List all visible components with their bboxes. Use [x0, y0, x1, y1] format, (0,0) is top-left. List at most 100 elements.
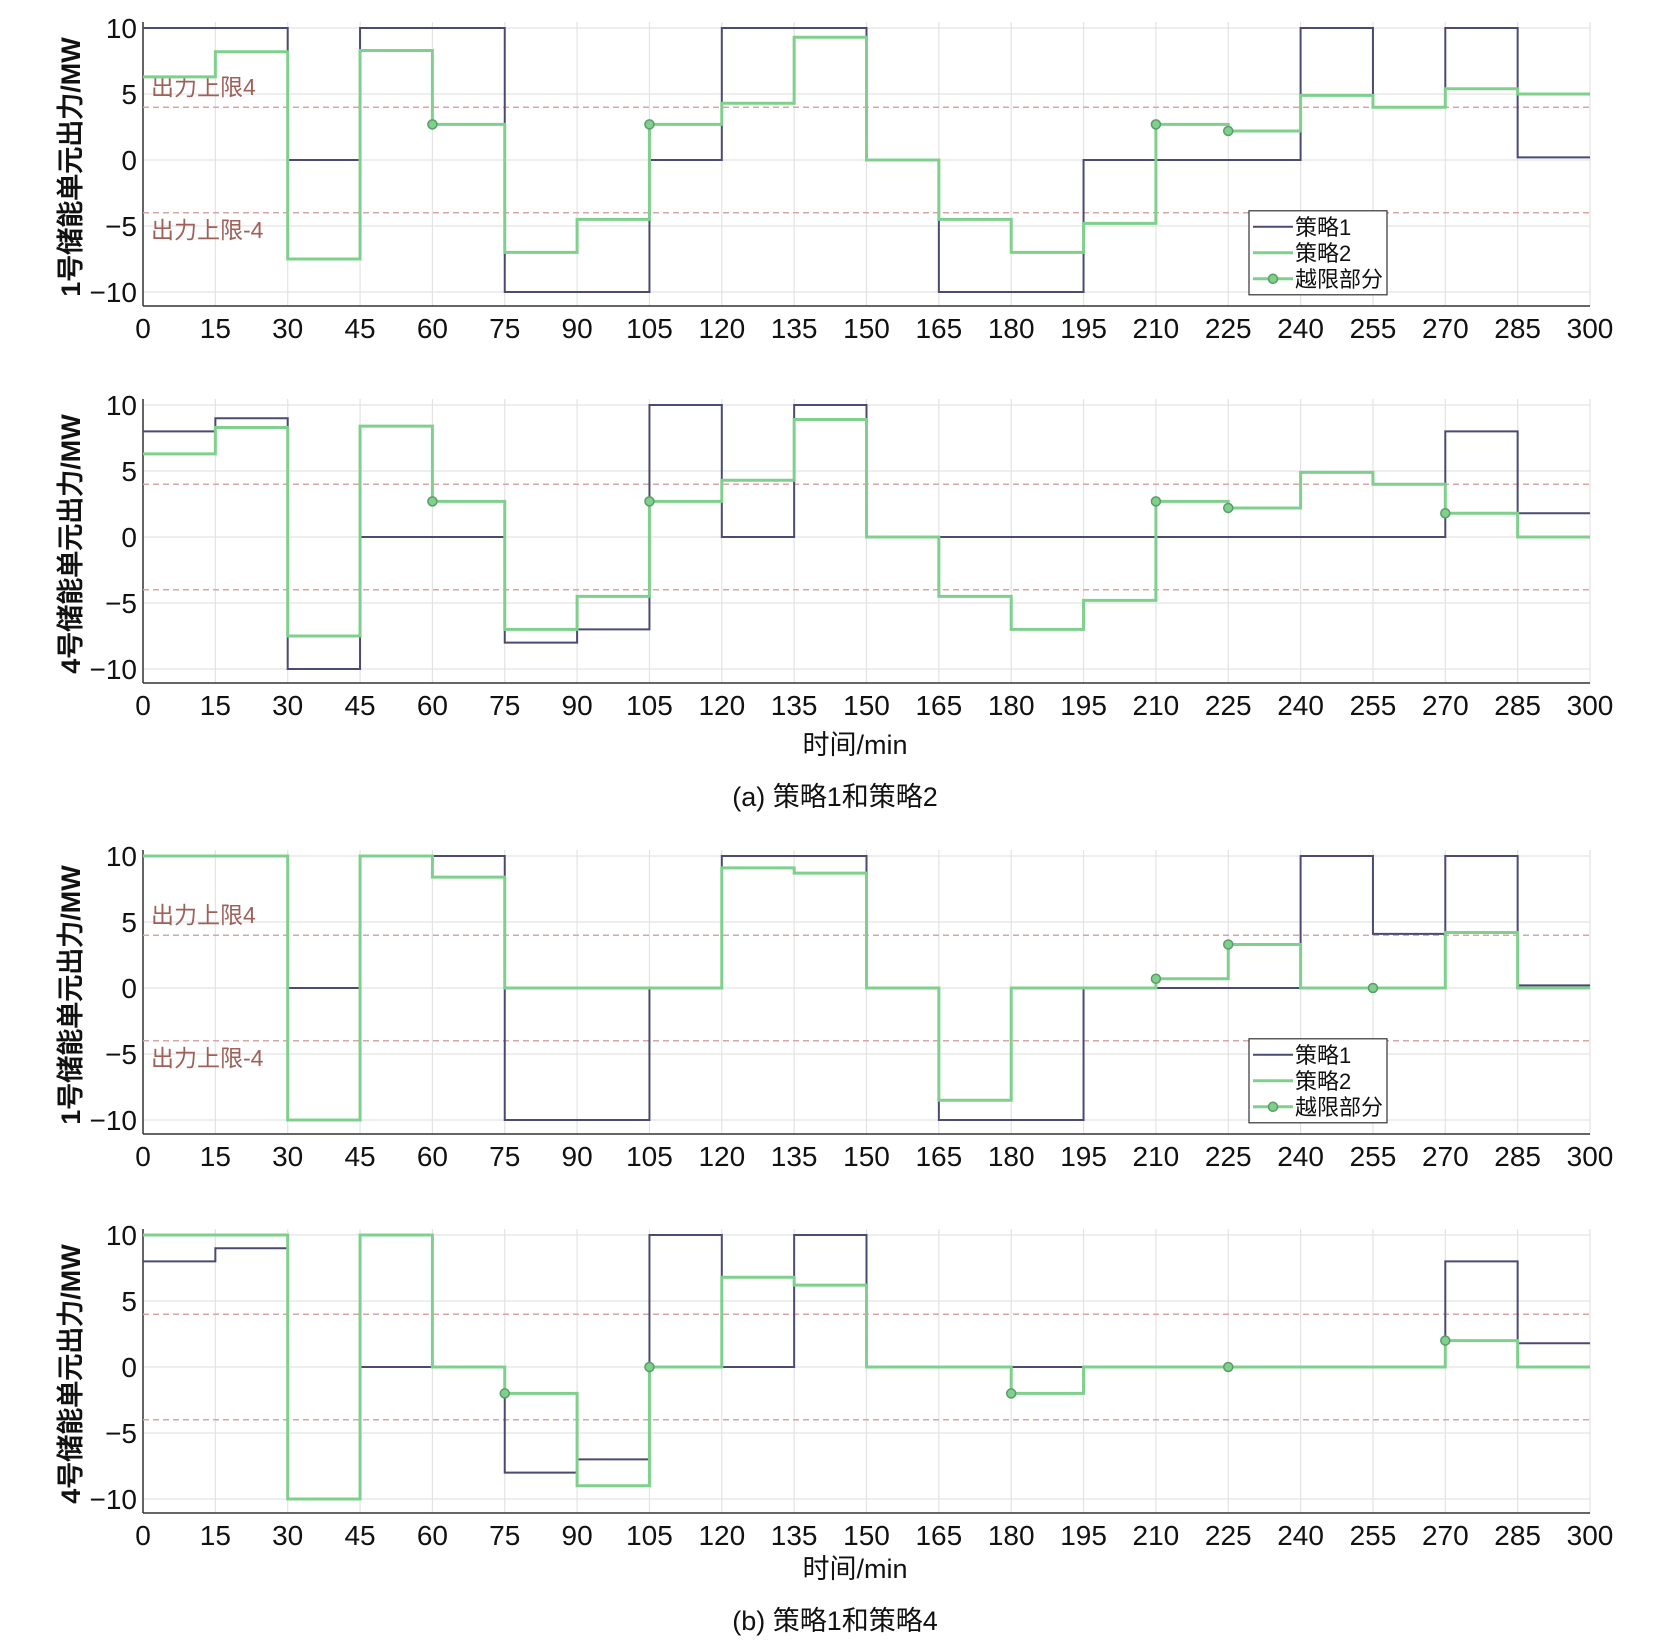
- y-tick-label: 0: [121, 145, 137, 176]
- x-tick-label: 165: [915, 1141, 962, 1172]
- y-axis-label: 1号储能单元出力/MW: [55, 865, 86, 1125]
- chart-2-top-storage-unit-1: 0 15 30 45 60 75 90 105 120 135 150 165 180 195 210 225…: [55, 841, 1613, 1172]
- series-strategy-2-line: [143, 854, 1590, 1122]
- y-tick-label: 0: [121, 973, 137, 1004]
- x-tick-label: 45: [344, 1520, 375, 1551]
- legend-label: 策略1: [1295, 215, 1351, 240]
- xlabel-b: 时间/min: [802, 1554, 907, 1584]
- x-tick-label: 15: [200, 1141, 231, 1172]
- x-tick-label: 120: [698, 1520, 745, 1551]
- x-tick-label: 15: [200, 690, 231, 721]
- x-tick-label: 285: [1494, 313, 1541, 344]
- x-tick-label: 15: [200, 313, 231, 344]
- x-tick-label: 30: [272, 1520, 303, 1551]
- y-axis-label: 1号储能单元出力/MW: [55, 37, 86, 297]
- x-tick-label: 210: [1133, 1520, 1180, 1551]
- x-tick-label: 195: [1060, 1141, 1107, 1172]
- overlimit-point: [1150, 973, 1162, 985]
- overlimit-point: [1440, 1335, 1451, 1346]
- x-tick-label: 180: [988, 1520, 1035, 1551]
- x-tick-label: 240: [1277, 1520, 1324, 1551]
- x-tick-label: 270: [1422, 1520, 1469, 1551]
- x-tick-label: 75: [489, 1520, 520, 1551]
- y-tick-label: −10: [90, 1105, 138, 1136]
- x-tick-label: 105: [626, 690, 673, 721]
- x-tick-label: 285: [1494, 1520, 1541, 1551]
- x-tick-label: 60: [417, 1141, 448, 1172]
- x-tick-label: 240: [1277, 1141, 1324, 1172]
- x-tick-label: 0: [135, 690, 151, 721]
- x-tick-label: 135: [771, 1141, 818, 1172]
- x-tick-label: 225: [1205, 1141, 1252, 1172]
- series-strategy-2-line: [143, 418, 1590, 638]
- y-tick-label: 10: [106, 390, 137, 421]
- caption-a: (a) 策略1和策略2: [732, 782, 938, 812]
- x-tick-label: 90: [562, 1520, 593, 1551]
- x-tick-label: 270: [1422, 313, 1469, 344]
- series-strategy-2-line: [143, 35, 1590, 261]
- x-tick-label: 60: [417, 1520, 448, 1551]
- chart-2-bottom-storage-unit-4: 0 15 30 45 60 75 90 105 120 135 150 165 180 195 210 225…: [55, 1220, 1613, 1551]
- caption-b: (b) 策略1和策略4: [732, 1606, 938, 1636]
- x-tick-label: 210: [1133, 1141, 1180, 1172]
- overlimit-point: [1223, 502, 1234, 514]
- y-tick-label: 5: [121, 1286, 137, 1317]
- y-tick-label: 0: [121, 1352, 137, 1383]
- overlimit-point: [1223, 939, 1234, 950]
- legend-label: 策略2: [1295, 241, 1351, 266]
- y-tick-label: −10: [90, 654, 138, 685]
- x-tick-label: 90: [562, 1141, 593, 1172]
- x-tick-label: 120: [698, 1141, 745, 1172]
- overlimit-point: [1223, 125, 1234, 137]
- x-tick-label: 240: [1277, 313, 1324, 344]
- x-tick-label: 150: [843, 313, 890, 344]
- x-tick-label: 30: [272, 690, 303, 721]
- x-tick-label: 285: [1494, 1141, 1541, 1172]
- x-tick-label: 225: [1205, 1520, 1252, 1551]
- overlimit-point: [1440, 507, 1451, 519]
- legend-marker: [1267, 1101, 1279, 1113]
- x-tick-label: 0: [135, 1520, 151, 1551]
- overlimit-point: [644, 119, 655, 130]
- y-tick-label: −5: [105, 1039, 137, 1070]
- x-tick-label: 135: [771, 313, 818, 344]
- x-tick-label: 135: [771, 1520, 818, 1551]
- overlimit-point: [644, 1361, 655, 1373]
- x-tick-label: 75: [489, 690, 520, 721]
- overlimit-point: [644, 496, 655, 507]
- y-tick-label: 10: [106, 841, 137, 872]
- legend-label: 越限部分: [1295, 267, 1383, 292]
- x-tick-label: 165: [915, 1520, 962, 1551]
- x-tick-label: 300: [1567, 1520, 1614, 1551]
- y-tick-label: 5: [121, 456, 137, 487]
- overlimit-point: [1367, 982, 1379, 994]
- x-tick-label: 195: [1060, 313, 1107, 344]
- x-tick-label: 15: [200, 1520, 231, 1551]
- y-tick-label: 0: [121, 522, 137, 553]
- chart-1-top-storage-unit-1: 0 15 30 45 60 75 90 105 120 135 150 165 180 195 210 225…: [55, 13, 1613, 344]
- x-tick-label: 105: [626, 1520, 673, 1551]
- limit-label-upper: 出力上限4: [151, 902, 256, 928]
- x-tick-label: 150: [843, 690, 890, 721]
- x-tick-label: 105: [626, 313, 673, 344]
- overlimit-point: [1150, 119, 1162, 130]
- x-tick-label: 120: [698, 313, 745, 344]
- y-tick-label: −5: [105, 1418, 137, 1449]
- x-tick-label: 0: [135, 1141, 151, 1172]
- overlimit-point: [1150, 496, 1162, 507]
- overlimit-point: [1223, 1361, 1234, 1373]
- legend-label: 策略1: [1295, 1043, 1351, 1068]
- chart-1-bottom-storage-unit-4: 0 15 30 45 60 75 90 105 120 135 150 165 180 195 210 225…: [55, 390, 1613, 721]
- y-axis-label: 4号储能单元出力/MW: [55, 414, 86, 674]
- x-tick-label: 150: [843, 1520, 890, 1551]
- limit-label-lower: 出力上限-4: [151, 217, 264, 243]
- x-tick-label: 60: [417, 690, 448, 721]
- legend-label: 越限部分: [1295, 1095, 1383, 1120]
- x-tick-label: 165: [915, 690, 962, 721]
- legend-label: 策略2: [1295, 1069, 1351, 1094]
- y-tick-label: 5: [121, 79, 137, 110]
- series-strategy-1-line: [143, 404, 1590, 670]
- x-tick-label: 225: [1205, 313, 1252, 344]
- x-tick-label: 180: [988, 690, 1035, 721]
- y-tick-label: −10: [90, 277, 138, 308]
